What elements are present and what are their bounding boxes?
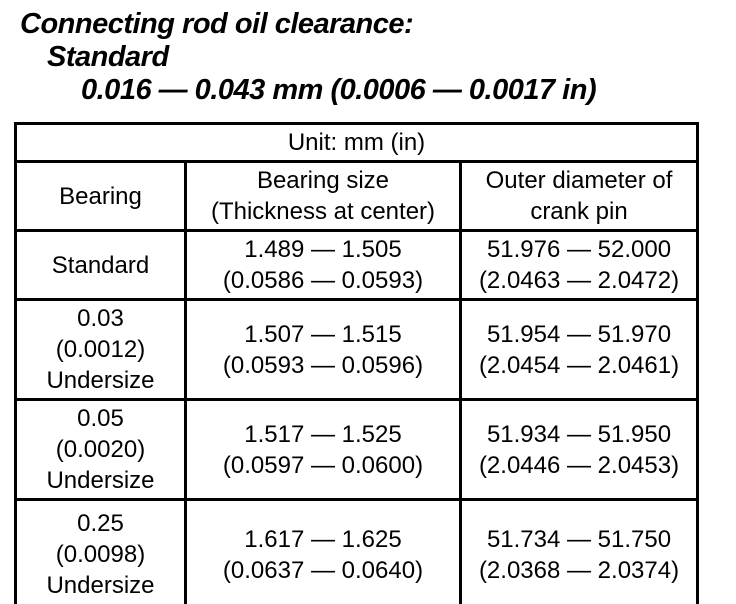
- cell-bearing-size: 1.517 — 1.525 (0.0597 — 0.0600): [184, 398, 462, 501]
- table-row: 0.03 (0.0012) Undersize 1.507 — 1.515 (0…: [14, 298, 700, 401]
- unit-label: Unit: mm (in): [13, 122, 700, 163]
- spec-title: Connecting rod oil clearance:: [20, 8, 414, 40]
- col-header-crank-pin: Outer diameter of crank pin: [458, 160, 700, 232]
- cell-bearing-size: 1.489 — 1.505 (0.0586 — 0.0593): [184, 229, 462, 301]
- spec-subtitle-standard: Standard: [47, 41, 169, 73]
- spec-clearance-value: 0.016 — 0.043 mm (0.0006 — 0.0017 in): [81, 74, 597, 106]
- clearance-spec-table: Unit: mm (in) Bearing Bearing size (Thic…: [13, 122, 700, 604]
- table-row: 0.25 (0.0098) Undersize 1.617 — 1.625 (0…: [14, 498, 700, 604]
- cell-bearing-size: 1.617 — 1.625 (0.0637 — 0.0640): [184, 498, 462, 604]
- cell-bearing-size: 1.507 — 1.515 (0.0593 — 0.0596): [184, 298, 462, 401]
- cell-bearing: 0.03 (0.0012) Undersize: [14, 298, 187, 401]
- table-header-row: Bearing Bearing size (Thickness at cente…: [14, 160, 700, 232]
- unit-row: Unit: mm (in): [13, 122, 700, 163]
- cell-crank-pin: 51.934 — 51.950 (2.0446 — 2.0453): [458, 398, 700, 501]
- spec-title-block: Connecting rod oil clearance: Standard 0…: [20, 8, 597, 107]
- col-header-bearing: Bearing: [14, 160, 187, 232]
- cell-bearing: Standard: [14, 229, 187, 301]
- col-header-bearing-size: Bearing size (Thickness at center): [184, 160, 462, 232]
- cell-crank-pin: 51.734 — 51.750 (2.0368 — 2.0374): [458, 498, 700, 604]
- table-row: Standard 1.489 — 1.505 (0.0586 — 0.0593)…: [14, 229, 700, 301]
- cell-bearing: 0.25 (0.0098) Undersize: [14, 498, 187, 604]
- cell-crank-pin: 51.954 — 51.970 (2.0454 — 2.0461): [458, 298, 700, 401]
- cell-bearing: 0.05 (0.0020) Undersize: [14, 398, 187, 501]
- cell-crank-pin: 51.976 — 52.000 (2.0463 — 2.0472): [458, 229, 700, 301]
- table-row: 0.05 (0.0020) Undersize 1.517 — 1.525 (0…: [14, 398, 700, 501]
